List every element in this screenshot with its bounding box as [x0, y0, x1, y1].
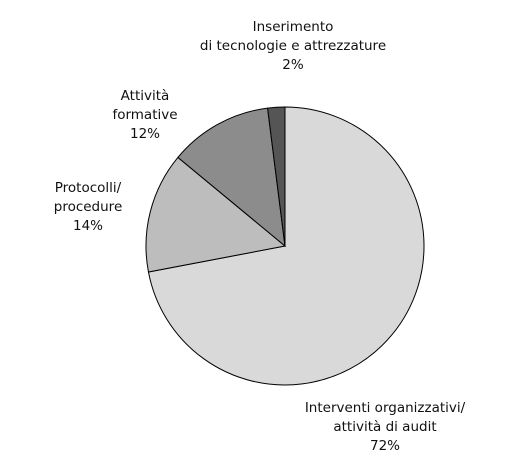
slice-label: procedure — [54, 199, 123, 215]
value-label: 2% — [282, 57, 304, 73]
value-label: 14% — [73, 218, 103, 234]
slice-label: di tecnologie e attrezzature — [200, 38, 386, 54]
slice-label: Inserimento — [253, 19, 334, 35]
pie-slice — [147, 106, 425, 386]
value-label: 12% — [130, 126, 160, 142]
slice-label: Protocolli/ — [55, 180, 122, 196]
slice-label: Attività — [121, 88, 170, 104]
pie-slice — [177, 107, 286, 248]
pie-slice — [267, 106, 286, 247]
value-label: 72% — [370, 438, 400, 454]
slice-label: formative — [112, 107, 177, 123]
slice-label: attività di audit — [333, 419, 436, 435]
slice-label: Interventi organizzativi/ — [305, 400, 466, 416]
pie-slice — [145, 156, 287, 273]
